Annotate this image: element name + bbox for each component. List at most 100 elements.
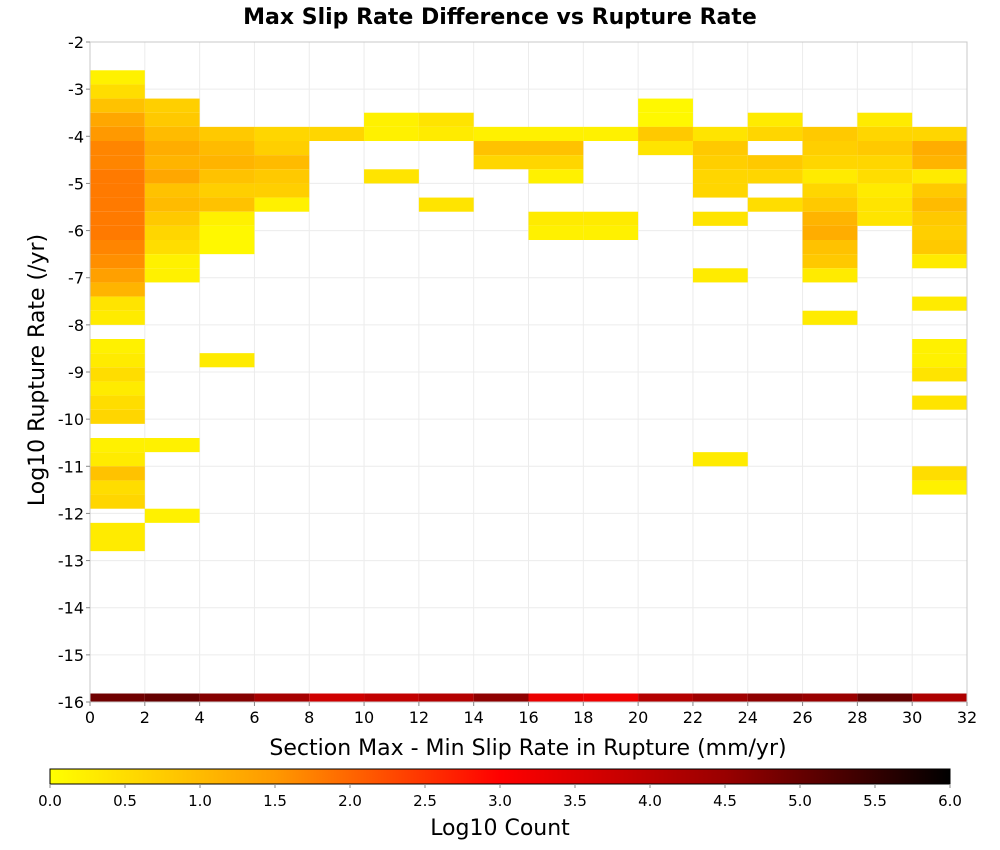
heatmap-cell bbox=[912, 693, 967, 702]
heatmap-cell bbox=[912, 466, 967, 481]
x-tick-label: 24 bbox=[738, 708, 758, 727]
heatmap-cell bbox=[692, 452, 748, 467]
colorbar-tick-label: 6.0 bbox=[938, 792, 962, 810]
colorbar-tick-label: 5.0 bbox=[788, 792, 812, 810]
heatmap-cell bbox=[802, 169, 858, 184]
heatmap-cell bbox=[912, 225, 967, 240]
y-tick-label: -7 bbox=[68, 269, 84, 288]
heatmap-cell bbox=[528, 211, 584, 226]
colorbar-tick-label: 0.0 bbox=[38, 792, 62, 810]
heatmap-cell bbox=[528, 141, 584, 156]
heatmap-cell bbox=[802, 141, 858, 156]
heatmap-cell bbox=[912, 367, 967, 382]
heatmap-cell bbox=[199, 353, 255, 368]
heatmap-cell bbox=[199, 693, 255, 702]
heatmap-cell bbox=[144, 155, 200, 170]
heatmap-cell bbox=[857, 169, 913, 184]
heatmap-cell bbox=[418, 112, 474, 127]
heatmap-cell bbox=[528, 225, 584, 240]
y-tick-label: -5 bbox=[68, 174, 84, 193]
heatmap-cell bbox=[638, 141, 693, 156]
heatmap-cell bbox=[199, 141, 255, 156]
heatmap-cell bbox=[912, 197, 967, 212]
x-tick-label: 22 bbox=[683, 708, 703, 727]
heatmap-cell bbox=[802, 211, 858, 226]
heatmap-cell bbox=[912, 339, 967, 354]
heatmap-cell bbox=[90, 522, 145, 537]
heatmap-cell bbox=[254, 126, 310, 141]
heatmap-cell bbox=[364, 169, 419, 184]
heatmap-cell bbox=[90, 296, 145, 311]
heatmap-cell bbox=[528, 155, 584, 170]
x-tick-label: 0 bbox=[85, 708, 95, 727]
y-axis-ticks: -2 -3 -4 -5 -6 -7 -8 -9 -10 -11 -12 -13 -14 -15 -16 bbox=[58, 33, 90, 712]
colorbar-tick-label: 3.0 bbox=[488, 792, 512, 810]
heatmap-cell bbox=[90, 70, 145, 85]
heatmap-cell bbox=[254, 183, 310, 198]
heatmap-cell bbox=[254, 693, 310, 702]
heatmap-cell bbox=[144, 693, 200, 702]
heatmap-cell bbox=[364, 126, 419, 141]
heatmap-cell bbox=[90, 693, 145, 702]
heatmap-cell bbox=[90, 84, 145, 99]
heatmap-cell bbox=[857, 693, 913, 702]
heatmap-cell bbox=[90, 310, 145, 325]
heatmap-cell bbox=[802, 268, 858, 283]
heatmap-cell bbox=[692, 141, 748, 156]
heatmap-cell bbox=[90, 126, 145, 141]
heatmap-cell bbox=[90, 98, 145, 113]
heatmap-cell bbox=[638, 693, 693, 702]
x-tick-label: 26 bbox=[792, 708, 812, 727]
colorbar-tick-label: 4.5 bbox=[713, 792, 737, 810]
heatmap-cell bbox=[144, 254, 200, 269]
y-tick-label: -4 bbox=[68, 127, 84, 146]
heatmap-cell bbox=[802, 126, 858, 141]
heatmap-cell bbox=[857, 197, 913, 212]
heatmap-cell bbox=[144, 438, 200, 453]
x-tick-label: 2 bbox=[140, 708, 150, 727]
heatmap-cell bbox=[857, 155, 913, 170]
heatmap-cell bbox=[144, 508, 200, 523]
x-tick-label: 8 bbox=[304, 708, 314, 727]
heatmap-cell bbox=[254, 197, 310, 212]
heatmap-cell bbox=[309, 693, 365, 702]
x-tick-label: 20 bbox=[628, 708, 648, 727]
heatmap-cell bbox=[199, 225, 255, 240]
heatmap-cell bbox=[857, 126, 913, 141]
heatmap-cell bbox=[90, 141, 145, 156]
heatmap-cell bbox=[144, 98, 200, 113]
heatmap-cell bbox=[583, 126, 639, 141]
heatmap-cell bbox=[473, 693, 529, 702]
heatmap-cell bbox=[692, 183, 748, 198]
colorbar-tick-label: 5.5 bbox=[863, 792, 887, 810]
heatmap-cell bbox=[90, 183, 145, 198]
heatmap-cell bbox=[90, 494, 145, 509]
heatmap-cell bbox=[144, 126, 200, 141]
y-tick-label: -12 bbox=[58, 504, 84, 523]
x-tick-label: 10 bbox=[354, 708, 374, 727]
heatmap-cell bbox=[692, 693, 748, 702]
heatmap-cell bbox=[90, 438, 145, 453]
heatmap-cell bbox=[912, 211, 967, 226]
heatmap-cell bbox=[90, 409, 145, 424]
heatmap-cell bbox=[90, 353, 145, 368]
y-tick-label: -15 bbox=[58, 646, 84, 665]
heatmap-cell bbox=[309, 126, 365, 141]
x-tick-label: 14 bbox=[464, 708, 484, 727]
heatmap-cell bbox=[912, 254, 967, 269]
heatmap-cell bbox=[638, 126, 693, 141]
heatmap-cell bbox=[802, 225, 858, 240]
colorbar-ticks: 0.0 0.5 1.0 1.5 2.0 2.5 3.0 3.5 4.0 4.5 5.0 5.5 6.0 bbox=[38, 784, 962, 810]
heatmap-cell bbox=[418, 693, 474, 702]
heatmap-cell bbox=[692, 155, 748, 170]
heatmap-cell bbox=[473, 141, 529, 156]
y-tick-label: -14 bbox=[58, 599, 84, 618]
heatmap-cell bbox=[692, 268, 748, 283]
y-tick-label: -3 bbox=[68, 80, 84, 99]
y-tick-label: -8 bbox=[68, 316, 84, 335]
heatmap-cell bbox=[528, 693, 584, 702]
heatmap-cell bbox=[144, 112, 200, 127]
y-tick-label: -6 bbox=[68, 222, 84, 241]
heatmap-cell bbox=[199, 183, 255, 198]
heatmap-cell bbox=[90, 155, 145, 170]
